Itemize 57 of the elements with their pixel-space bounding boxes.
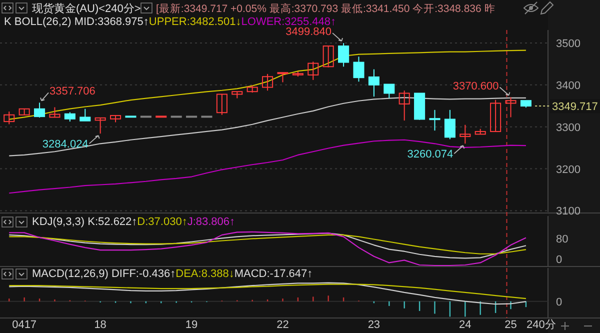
- text: LOWER:3255.448↑: [241, 16, 336, 28]
- candlestick: [308, 61, 319, 80]
- y-tick-label: 3200: [556, 164, 580, 176]
- candlestick: [34, 102, 46, 118]
- y-tick-label: 3400: [556, 80, 580, 92]
- candlestick: [505, 96, 516, 118]
- candlestick: [64, 112, 76, 122]
- text: MACD(12,26,9) DIFF:-0.436↑: [32, 268, 176, 280]
- candlestick: [368, 68, 380, 98]
- y-tick-label: 3100: [556, 206, 580, 218]
- candlestick: [322, 46, 334, 68]
- text: UPPER:3482.501↓: [148, 16, 242, 28]
- candlestick: [490, 99, 502, 132]
- text: MACD:-17.647↑: [234, 268, 313, 280]
- chart-title: 现货黄金(AU)<240分>: [32, 2, 141, 15]
- y-tick-label: 80: [556, 234, 568, 246]
- x-tick-label: 25: [504, 319, 517, 331]
- chart-subtitle: [最新:3349.717 +0.05% 最高:3370.793 最低:3341.450 今开:3348.836 昨: [156, 2, 496, 15]
- x-tick-label: 22: [276, 319, 289, 331]
- annotation: 3357.706: [50, 86, 96, 98]
- candlestick: [353, 56, 364, 82]
- annotation: 3260.074: [407, 148, 454, 161]
- x-tick-label: 0417: [12, 319, 37, 331]
- candlestick: [4, 111, 15, 125]
- candlestick: [262, 73, 274, 92]
- x-tick-label: 24: [459, 319, 472, 331]
- annotation: 3499.840: [286, 26, 332, 38]
- candlestick: [398, 90, 410, 122]
- x-tick-label: 240分: [526, 319, 556, 331]
- annotation: 3284.024: [42, 138, 88, 151]
- candlestick: [216, 94, 228, 116]
- candlestick: [94, 117, 106, 134]
- x-tick-label: 18: [94, 319, 106, 331]
- candlestick: [338, 42, 350, 68]
- y-tick-label: 3300: [556, 122, 580, 134]
- line-series: [8, 139, 527, 194]
- candlestick: [49, 106, 60, 118]
- candlestick: [277, 72, 288, 83]
- annotation: 3370.600: [452, 80, 499, 92]
- y-tick-label: 3500: [556, 38, 580, 50]
- candlestick: [80, 108, 91, 122]
- ref-line-label: 3349.717: [552, 101, 598, 114]
- line-series: [8, 231, 527, 266]
- annotation: KDJ(9,3,3) K:52.622↑: [32, 216, 138, 228]
- x-tick-label: 23: [368, 319, 380, 331]
- line-series: [8, 232, 527, 259]
- text: DEA:8.388↓: [176, 268, 234, 280]
- candlestick: [460, 124, 471, 144]
- y-tick-label: 0: [556, 254, 562, 266]
- text: K BOLL(26,2) MID:3368.975↑: [4, 16, 149, 28]
- x-tick-label: 19: [185, 319, 198, 331]
- candlestick: [384, 84, 395, 99]
- annotation: D:37.030↑: [137, 216, 188, 228]
- line-series: [8, 234, 527, 254]
- candlestick: [444, 109, 456, 140]
- annotation: J:83.806↑: [187, 216, 236, 228]
- candlestick: [429, 109, 440, 132]
